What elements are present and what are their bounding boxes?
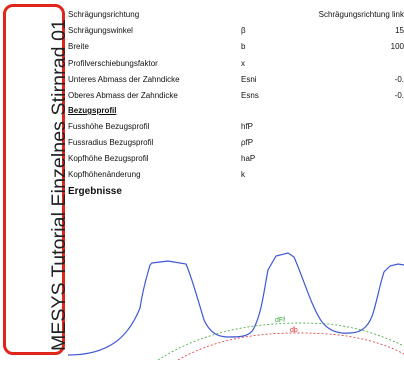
- param-row-helix-direction: Schrägungsrichtung Schrägungsrichtung li…: [68, 8, 404, 22]
- param-label: Breite: [68, 42, 89, 51]
- param-symbol: Esns: [241, 91, 259, 100]
- param-row-helix-angle: Schrägungswinkel β 15: [68, 24, 404, 38]
- param-symbol: ρfP: [241, 138, 254, 147]
- results-heading: Ergebnisse: [68, 186, 122, 197]
- param-symbol: b: [241, 42, 246, 51]
- gear-tooth-profile: [67, 252, 404, 356]
- param-symbol: haP: [241, 154, 256, 163]
- param-row-width: Breite b 100: [68, 40, 404, 54]
- param-value: Schrägungsrichtung link: [318, 10, 404, 19]
- sidebar-title-panel: MESYS Tutorial Einzelnes Stirnrad 01: [3, 4, 70, 355]
- param-label: Unteres Abmass der Zahndicke: [68, 75, 180, 84]
- base-circle: [177, 332, 404, 361]
- param-label: Schrägungswinkel: [68, 26, 133, 35]
- gear-profile-plot: dFf db: [67, 238, 404, 361]
- param-row-upper-tooth-thickness: Oberes Abmass der Zahndicke Esns -0.: [68, 89, 404, 103]
- param-label: Oberes Abmass der Zahndicke: [68, 91, 178, 100]
- param-label: Fussradius Bezugsprofil: [68, 138, 154, 147]
- param-symbol: hfP: [241, 122, 254, 131]
- param-symbol: k: [241, 170, 245, 179]
- param-value: -0.: [394, 91, 404, 100]
- param-row-lower-tooth-thickness: Unteres Abmass der Zahndicke Esni -0.: [68, 73, 404, 87]
- param-value: 100: [390, 42, 404, 51]
- param-symbol: Esni: [241, 75, 257, 84]
- param-label: Fusshöhe Bezugsprofil: [68, 122, 150, 131]
- parameter-table: Schrägungsrichtung Schrägungsrichtung li…: [68, 8, 404, 230]
- param-row-profile-shift: Profilverschiebungsfaktor x: [68, 57, 404, 71]
- param-row-dedendum: Fusshöhe Bezugsprofil hfP: [68, 120, 404, 134]
- param-row-root-radius: Fussradius Bezugsprofil ρfP: [68, 136, 404, 150]
- param-row-addendum: Kopfhöhe Bezugsprofil haP: [68, 152, 404, 166]
- df-label: dFf: [275, 317, 285, 324]
- param-symbol: x: [241, 59, 245, 68]
- db-label: db: [290, 327, 298, 334]
- gear-profile-svg: dFf db: [67, 252, 404, 361]
- param-label: Kopfhöhenänderung: [68, 170, 141, 179]
- param-value: 15: [395, 26, 404, 35]
- root-form-circle: [157, 322, 404, 361]
- section-heading-reference-profile: Bezugsprofil: [68, 106, 117, 115]
- param-label: Kopfhöhe Bezugsprofil: [68, 154, 149, 163]
- param-label: Schrägungsrichtung: [68, 10, 140, 19]
- param-row-tip-alteration: Kopfhöhenänderung k: [68, 168, 404, 182]
- param-symbol: β: [241, 26, 246, 35]
- param-value: -0.: [394, 75, 404, 84]
- param-label: Profilverschiebungsfaktor: [68, 59, 158, 68]
